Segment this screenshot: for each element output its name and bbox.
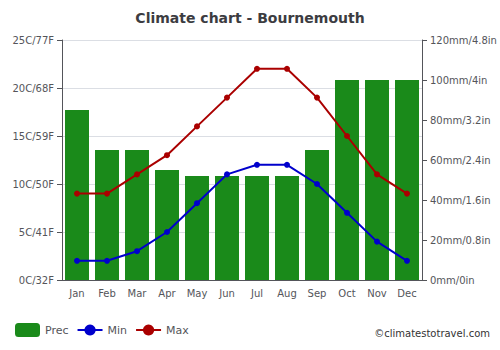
svg-text:May: May xyxy=(187,288,208,299)
svg-text:120mm/4.8in: 120mm/4.8in xyxy=(430,35,497,46)
svg-text:0C/32F: 0C/32F xyxy=(19,275,54,286)
svg-text:Feb: Feb xyxy=(98,288,116,299)
svg-text:40mm/1.6in: 40mm/1.6in xyxy=(430,195,491,206)
svg-text:Dec: Dec xyxy=(397,288,416,299)
svg-text:25C/77F: 25C/77F xyxy=(12,35,54,46)
svg-text:Climate chart - Bournemouth: Climate chart - Bournemouth xyxy=(135,10,364,26)
svg-text:Jan: Jan xyxy=(68,288,84,299)
svg-text:Mar: Mar xyxy=(128,288,148,299)
svg-text:100mm/4in: 100mm/4in xyxy=(430,75,487,86)
svg-text:Max: Max xyxy=(166,324,189,337)
svg-text:Jul: Jul xyxy=(250,288,263,299)
svg-text:5C/41F: 5C/41F xyxy=(19,227,54,238)
svg-text:Jun: Jun xyxy=(218,288,235,299)
svg-text:Oct: Oct xyxy=(338,288,355,299)
svg-text:Apr: Apr xyxy=(158,288,176,299)
svg-text:Prec: Prec xyxy=(45,324,69,337)
svg-text:©climatestotravel.com: ©climatestotravel.com xyxy=(374,328,490,339)
svg-text:Nov: Nov xyxy=(367,288,387,299)
svg-text:60mm/2.4in: 60mm/2.4in xyxy=(430,155,491,166)
svg-text:Aug: Aug xyxy=(277,288,297,299)
svg-text:20mm/0.8in: 20mm/0.8in xyxy=(430,235,491,246)
svg-text:0mm/0in: 0mm/0in xyxy=(430,275,475,286)
svg-text:15C/59F: 15C/59F xyxy=(12,131,54,142)
svg-text:Min: Min xyxy=(108,324,128,337)
svg-text:80mm/3.2in: 80mm/3.2in xyxy=(430,115,491,126)
svg-text:Sep: Sep xyxy=(308,288,327,299)
svg-text:10C/50F: 10C/50F xyxy=(12,179,54,190)
svg-text:20C/68F: 20C/68F xyxy=(12,83,54,94)
